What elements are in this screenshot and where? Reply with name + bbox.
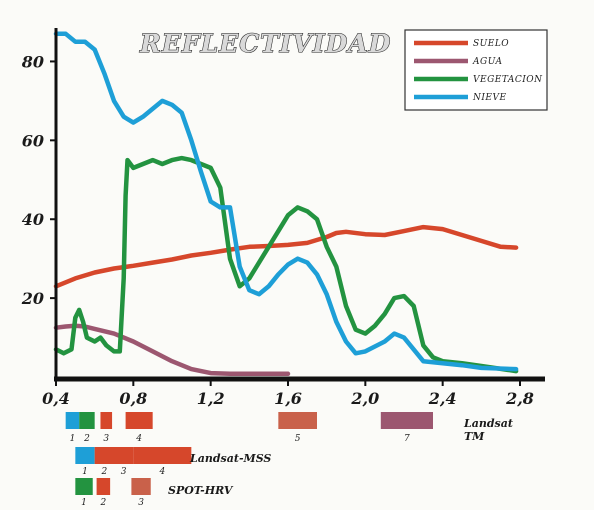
x-tick-label: 0,8 <box>119 389 147 408</box>
x-tick-label: 0,4 <box>42 389 70 408</box>
chart-axes <box>54 28 545 382</box>
legend-label-nieve: NIEVE <box>472 93 507 103</box>
landsat-mss-label: Landsat-MSS <box>189 452 271 465</box>
landsat-tm-label-line1: Landsat <box>463 417 513 430</box>
y-tick-label: 60 <box>22 131 44 150</box>
tm-band-number: 1 <box>70 434 76 444</box>
tm-band-4 <box>125 412 153 429</box>
spot-band-number: 2 <box>99 498 106 508</box>
spot-band-number: 1 <box>81 498 87 508</box>
x-tick-label: 1,6 <box>274 389 302 408</box>
landsat-tm-label-line2: TM <box>464 430 485 443</box>
mss-band-number: 4 <box>158 467 165 477</box>
x-tick-label: 2,4 <box>428 389 457 408</box>
x-tick-label: 2,8 <box>505 389 534 408</box>
chart-title: REFLECTIVIDAD <box>139 29 391 58</box>
series-lines <box>53 31 519 377</box>
spot-band-1 <box>75 478 93 495</box>
series-line-agua <box>53 323 291 377</box>
sensor-bands: 1 2 3 4 5 71 2 3 41 2 3LandsatTMLandsat-MSSSPOT-HR… <box>65 412 513 508</box>
spot-band-2 <box>96 478 111 495</box>
legend-label-agua: AGUA <box>472 57 503 67</box>
tm-band-number: 2 <box>83 434 90 444</box>
legend: SUELO AGUA VEGETACION NIEVE <box>404 29 548 111</box>
tm-band-2 <box>79 412 95 429</box>
tm-band-number: 5 <box>295 434 301 444</box>
x-tick-label: 1,2 <box>197 389 225 408</box>
mss-band-4 <box>133 447 192 464</box>
tm-band-number: 4 <box>135 434 142 444</box>
mss-band-number: 1 <box>82 467 88 477</box>
legend-label-suelo: SUELO <box>473 39 509 49</box>
mss-band-2 <box>94 447 114 464</box>
y-tick-label: 40 <box>22 210 44 229</box>
mss-band-number: 3 <box>121 467 127 477</box>
series-line-suelo <box>53 224 519 289</box>
legend-label-vegetacion: VEGETACION <box>473 75 543 85</box>
tm-band-1 <box>65 412 80 429</box>
spot-band-3 <box>131 478 151 495</box>
series-line-vegetacion <box>53 155 519 374</box>
spot-hrv-label: SPOT-HRV <box>168 484 234 497</box>
mss-band-number: 2 <box>100 467 107 477</box>
tm-band-5 <box>278 412 317 429</box>
tm-band-number: 3 <box>103 434 109 444</box>
series-line-nieve <box>53 31 519 372</box>
mss-band-3 <box>114 447 134 464</box>
tm-band-7 <box>380 412 433 429</box>
tm-band-number: 7 <box>404 434 410 444</box>
spot-band-number: 3 <box>138 498 144 508</box>
tm-band-3 <box>100 412 113 429</box>
tick-labels: 20 40 60 80 0,4 0,8 1,2 1,6 2,0 2,4 2,8 <box>21 52 534 408</box>
x-tick-label: 2,0 <box>350 389 379 408</box>
y-tick-label: 80 <box>21 52 44 71</box>
mss-band-1 <box>75 447 95 464</box>
y-tick-label: 20 <box>21 289 44 308</box>
